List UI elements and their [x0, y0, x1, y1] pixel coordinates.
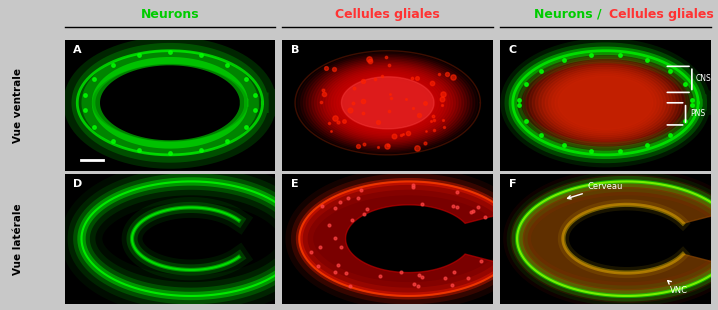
Polygon shape — [317, 63, 458, 142]
Text: Cellules gliales: Cellules gliales — [335, 8, 440, 20]
Text: Cerveau: Cerveau — [567, 182, 623, 199]
Text: C: C — [508, 45, 517, 55]
Text: B: B — [291, 45, 299, 55]
Polygon shape — [298, 52, 477, 153]
Polygon shape — [526, 58, 685, 148]
Text: Neurons /: Neurons / — [534, 8, 602, 20]
Polygon shape — [306, 57, 470, 148]
Polygon shape — [536, 64, 676, 142]
Polygon shape — [532, 62, 679, 144]
Polygon shape — [559, 76, 653, 129]
Polygon shape — [538, 65, 672, 140]
Polygon shape — [513, 51, 698, 155]
Text: Vue latérale: Vue latérale — [13, 203, 23, 275]
Polygon shape — [340, 76, 436, 130]
Polygon shape — [545, 69, 666, 137]
Text: A: A — [73, 45, 82, 55]
Polygon shape — [309, 59, 467, 147]
Text: Vue ventrale: Vue ventrale — [13, 68, 23, 143]
Polygon shape — [299, 181, 506, 296]
Polygon shape — [345, 79, 430, 127]
Polygon shape — [337, 74, 439, 131]
Polygon shape — [529, 60, 682, 146]
Polygon shape — [314, 62, 461, 144]
Polygon shape — [348, 80, 427, 125]
Polygon shape — [341, 77, 434, 129]
Polygon shape — [123, 79, 216, 126]
Polygon shape — [320, 65, 455, 141]
Polygon shape — [342, 77, 433, 128]
Text: Neurons: Neurons — [141, 8, 199, 20]
Text: PNS: PNS — [690, 109, 705, 118]
Polygon shape — [334, 73, 442, 133]
Polygon shape — [549, 71, 663, 135]
Text: D: D — [73, 179, 83, 188]
Polygon shape — [304, 55, 472, 150]
Polygon shape — [301, 54, 475, 152]
Text: CNS: CNS — [696, 73, 712, 82]
Polygon shape — [331, 71, 444, 135]
Polygon shape — [328, 69, 447, 136]
Polygon shape — [519, 54, 691, 151]
Polygon shape — [542, 67, 669, 139]
Polygon shape — [312, 60, 464, 145]
Text: Cellules gliales: Cellules gliales — [609, 8, 714, 20]
Text: VNC: VNC — [668, 281, 689, 295]
Polygon shape — [555, 74, 656, 131]
Text: F: F — [508, 179, 516, 188]
Polygon shape — [516, 52, 695, 153]
Polygon shape — [523, 56, 689, 149]
Polygon shape — [517, 181, 718, 296]
Polygon shape — [323, 66, 452, 139]
Text: E: E — [291, 179, 299, 188]
Polygon shape — [326, 68, 449, 138]
Polygon shape — [551, 73, 659, 133]
